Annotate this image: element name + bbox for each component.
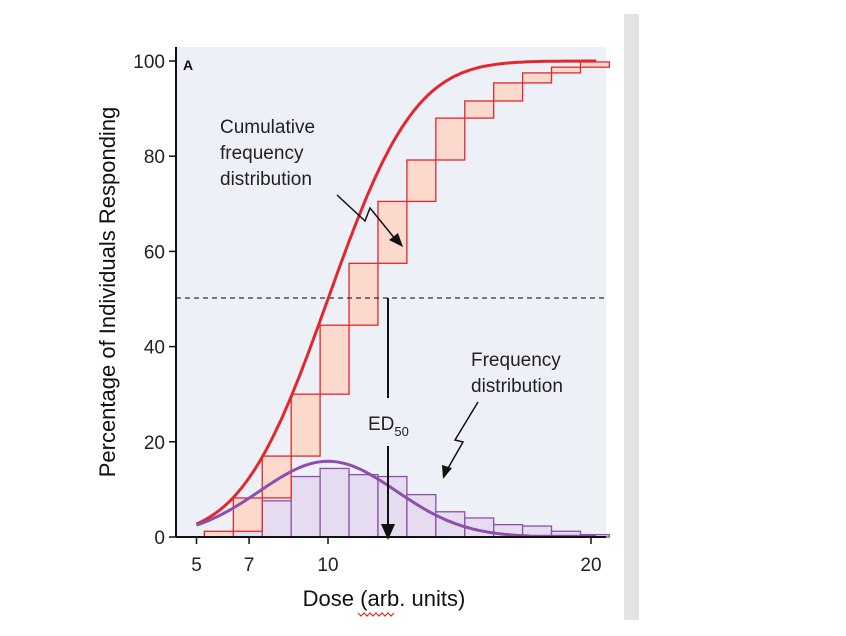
cumulative-annotation: Cumulative frequency distribution (220, 117, 320, 190)
cumulative-bar (290, 393, 321, 457)
frequency-annotation: Frequency distribution (471, 350, 566, 397)
frequency-bar (319, 467, 350, 538)
cumulative-bar (377, 200, 408, 264)
panel-label: A (183, 57, 193, 73)
cumulative-curve (195, 59, 597, 526)
scrollbar[interactable] (624, 14, 639, 620)
frequency-bar (261, 500, 292, 538)
y-tick-label: 100 (133, 52, 165, 73)
x-axis-title: Dose (arb. units) (303, 586, 466, 611)
cumulative-bar (406, 159, 437, 203)
y-tick-label: 0 (154, 528, 165, 549)
x-tick-label: 20 (580, 555, 601, 576)
spellcheck-underline (357, 612, 395, 617)
cumulative-bar (232, 497, 263, 532)
plot-background (176, 47, 606, 537)
cumulative-bar (521, 72, 553, 84)
cumulative-bar (319, 324, 350, 395)
cumulative-bar (348, 262, 379, 326)
cumulative-pointer-head (389, 233, 403, 247)
cumulative-bar (493, 82, 524, 102)
frequency-bar (290, 475, 321, 538)
ed50-arrowhead (381, 524, 395, 540)
cumulative-bar (464, 100, 495, 119)
cumulative-bars (203, 61, 611, 538)
ed50-label: ED50 (368, 414, 409, 439)
cumulative-bar (550, 66, 582, 74)
cumulative-bar (261, 455, 292, 499)
frequency-bar (348, 473, 379, 538)
cumulative-bar (435, 117, 466, 161)
y-tick-label: 80 (144, 147, 165, 168)
y-tick-label: 40 (144, 338, 165, 359)
y-axis-title: Percentage of Individuals Responding (95, 107, 120, 478)
cumulative-bar (579, 61, 611, 68)
y-tick-label: 60 (144, 242, 165, 263)
frequency-pointer (446, 401, 479, 471)
x-tick-label: 5 (191, 555, 202, 576)
x-tick-label: 10 (317, 555, 338, 576)
y-tick-label: 20 (144, 433, 165, 454)
frequency-pointer-head (442, 465, 452, 479)
x-tick-label: 7 (244, 555, 255, 576)
cumulative-pointer (336, 194, 397, 241)
